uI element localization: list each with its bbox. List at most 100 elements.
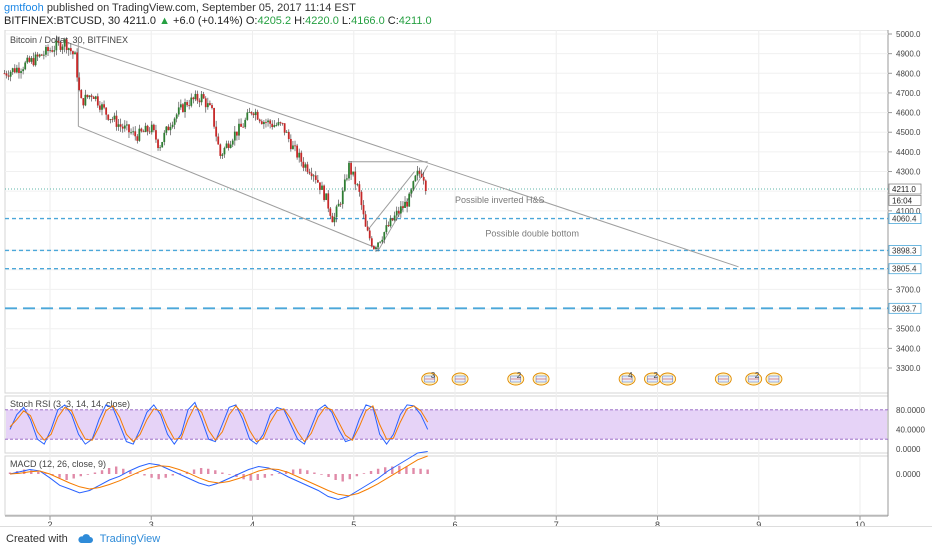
y-tick-label: 3700.0	[896, 285, 921, 294]
candle-body	[262, 121, 265, 125]
candle-body	[90, 95, 93, 97]
candle-body	[389, 218, 392, 227]
candle-body	[194, 93, 197, 100]
x-tick-label: 5	[351, 520, 356, 526]
event-count-label: 2	[653, 371, 658, 380]
candle-body	[323, 185, 325, 200]
y-tick-label: 4500.0	[896, 128, 921, 137]
price-label-box	[888, 302, 922, 314]
candle-body	[76, 52, 78, 78]
tradingview-cloud-icon	[78, 534, 93, 544]
chart-title: Bitcoin / Dollar, 30, BITFINEX	[10, 35, 128, 45]
macd-histogram-bar	[79, 474, 82, 477]
candle-body	[202, 94, 205, 99]
candle-body	[28, 57, 31, 62]
candle-body	[215, 126, 218, 137]
macd-histogram-bar	[178, 473, 182, 474]
candle-body	[136, 136, 139, 141]
x-tick-label: 6	[452, 520, 457, 526]
macd-histogram-bar	[86, 474, 90, 475]
candle-body	[217, 136, 220, 145]
candle-body	[111, 119, 114, 120]
macd-histogram-bar	[249, 474, 252, 481]
x-tick-label: 10	[855, 520, 865, 526]
candle-body	[308, 171, 311, 174]
chart-area[interactable]: 2 3 4 5 6 7 8 9 10 5000.0 4900.0 4800.0 4700.0 4600.0…	[0, 30, 932, 526]
candle-body	[9, 71, 12, 77]
candle-body	[109, 119, 112, 120]
annotation-text: Possible inverted H&S	[455, 195, 545, 205]
candle-body	[209, 103, 211, 106]
event-count-label: 2	[517, 371, 522, 380]
candle-body	[94, 96, 97, 99]
x-tick-label: 7	[554, 520, 559, 526]
candle-body	[368, 230, 371, 239]
price-pane	[4, 30, 889, 394]
candle-body	[265, 121, 267, 123]
trend-line-lower-channel	[78, 125, 380, 250]
candle-body	[105, 107, 108, 115]
candle-body	[250, 111, 253, 114]
candle-body	[157, 139, 159, 149]
up-triangle-icon: ▲	[159, 15, 170, 27]
x-tick-label: 9	[756, 520, 761, 526]
candle-body	[240, 123, 242, 127]
candle-body	[269, 120, 272, 124]
macd-histogram-bar	[72, 474, 75, 479]
macd-histogram-bar	[376, 468, 380, 474]
candle-body	[169, 126, 172, 131]
candle-body	[140, 128, 143, 132]
candle-body	[372, 246, 375, 250]
macd-histogram-bar	[419, 468, 422, 474]
macd-histogram-bar	[129, 471, 132, 474]
candle-body	[294, 145, 296, 147]
candle-body	[352, 171, 355, 175]
author-link[interactable]: gmtfooh	[4, 2, 44, 14]
candle-body	[354, 171, 357, 185]
macd-histogram-bar	[100, 470, 104, 474]
candle-body	[406, 201, 409, 207]
candle-body	[381, 239, 384, 242]
candle-body	[150, 124, 153, 133]
macd-tick-label: 0.0000	[896, 470, 921, 479]
macd-histogram-bar	[405, 466, 408, 474]
candle-body	[399, 206, 402, 214]
candle-body	[192, 97, 195, 100]
candle-body	[67, 48, 70, 51]
candle-body	[190, 97, 193, 106]
candle-body	[256, 111, 259, 120]
stoch-title: Stoch RSI (3, 3, 14, 14, close)	[10, 399, 130, 409]
candle-body	[53, 50, 56, 52]
candle-body	[7, 75, 10, 77]
candle-body	[161, 142, 164, 148]
trend-line-wedge-upper	[368, 171, 415, 229]
candle-body	[339, 203, 342, 205]
macd-histogram-bar	[256, 474, 259, 480]
y-tick-label: 4600.0	[896, 109, 921, 118]
macd-histogram-bar	[391, 466, 394, 474]
candle-body	[42, 54, 45, 56]
candle-body	[24, 62, 27, 70]
candle-body	[142, 131, 145, 133]
price-label-box	[888, 213, 922, 225]
macd-histogram-bar	[150, 474, 153, 478]
macd-histogram-bar	[412, 468, 415, 474]
candle-body	[289, 139, 292, 150]
candle-body	[206, 103, 209, 108]
macd-histogram-bar	[426, 469, 429, 474]
candle-body	[283, 123, 286, 133]
candle-body	[3, 73, 6, 75]
candle-body	[285, 131, 288, 133]
tradingview-logo-text[interactable]: TradingView	[99, 533, 161, 545]
candle-body	[99, 105, 101, 110]
candle-body	[32, 58, 35, 66]
candle-body	[281, 123, 284, 124]
candle-body	[132, 131, 135, 133]
macd-histogram-bar	[334, 474, 337, 480]
candle-body	[80, 90, 83, 99]
price-label-text: 3805.4	[892, 265, 917, 274]
x-tick-label: 3	[149, 520, 154, 526]
candle-body	[51, 50, 54, 52]
candle-body	[254, 111, 257, 116]
candle-body	[167, 126, 170, 131]
